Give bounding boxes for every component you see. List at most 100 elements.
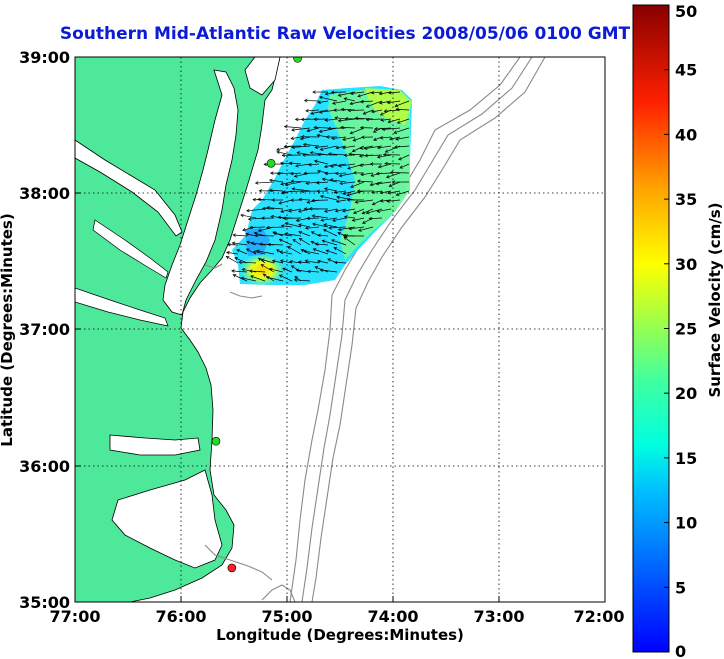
velocity-vector	[360, 100, 374, 103]
velocity-vector	[231, 270, 248, 273]
velocity-vector	[279, 239, 293, 246]
velocity-vector-head	[378, 91, 383, 96]
velocity-vector	[317, 100, 329, 103]
velocity-vector-head	[365, 117, 370, 122]
velocity-vector-head	[331, 136, 335, 141]
grid-lines	[75, 57, 605, 602]
velocity-vector-head	[376, 155, 381, 159]
velocity-vector-head	[269, 267, 273, 272]
velocity-vector-head	[331, 239, 335, 243]
james-river	[75, 287, 169, 327]
velocity-vector-head	[379, 190, 384, 195]
y-axis-label: Latitude (Degrees:Minutes)	[0, 213, 16, 446]
velocity-vector	[300, 136, 311, 140]
velocity-vector-head	[347, 108, 352, 113]
velocity-vector-head	[337, 232, 341, 236]
velocity-vector-head	[267, 242, 271, 247]
velocity-vector	[342, 145, 356, 149]
velocity-vector	[331, 136, 347, 139]
velocity-vector	[387, 100, 401, 104]
velocity-vector-head	[276, 150, 280, 155]
velocity-vector	[371, 109, 383, 113]
velocity-vector	[236, 249, 248, 255]
colorbar-tick-label: 10	[675, 514, 697, 533]
velocity-vector	[396, 108, 410, 111]
velocity-vector-head	[312, 248, 317, 252]
velocity-vector-head	[311, 214, 316, 218]
velocity-vector	[324, 208, 338, 212]
velocity-vector-head	[319, 194, 324, 199]
radar-station-marker	[227, 563, 237, 573]
velocity-vector-head	[337, 93, 342, 97]
velocity-vector-head	[395, 192, 400, 196]
velocity-vector	[298, 208, 311, 212]
velocity-vector-head	[361, 135, 365, 139]
velocity-vector	[233, 234, 248, 237]
velocity-vector	[386, 199, 401, 202]
velocity-vector	[297, 152, 311, 156]
velocity-vector	[282, 190, 302, 193]
velocity-vector-head	[329, 178, 334, 182]
velocity-vector	[377, 154, 392, 158]
pamlico-sound	[111, 469, 223, 569]
velocity-vector-head	[372, 129, 377, 133]
velocity-vector-head	[231, 241, 236, 245]
velocity-vector-head	[247, 217, 252, 221]
velocity-vector-head	[353, 210, 357, 214]
velocity-vector	[364, 145, 383, 149]
velocity-vector-head	[281, 153, 286, 158]
velocity-vector-head	[245, 248, 250, 252]
velocity-vector	[287, 246, 302, 255]
velocity-vector	[269, 268, 284, 273]
velocity-vector-head	[324, 92, 329, 96]
velocity-vector	[299, 199, 311, 201]
velocity-vector-head	[301, 153, 306, 157]
velocity-vector-head	[338, 164, 342, 168]
velocity-vector-head	[356, 179, 361, 183]
velocity-vector-head	[279, 250, 283, 254]
velocity-vector-head	[304, 259, 309, 263]
velocity-vector	[314, 160, 329, 165]
velocity-vector-head	[324, 209, 328, 213]
velocity-vector-head	[295, 218, 300, 222]
velocity-vector-head	[313, 159, 318, 164]
velocity-vector-head	[317, 233, 321, 238]
velocity-vector	[323, 224, 338, 228]
velocity-vector-head	[370, 90, 375, 95]
velocity-vector-head	[374, 127, 378, 131]
velocity-vector	[358, 226, 374, 232]
velocity-vector-head	[313, 125, 317, 130]
velocity-vector	[319, 96, 338, 102]
velocity-vector-head	[343, 97, 348, 101]
velocity-vector	[342, 208, 356, 212]
velocity-vector-head	[262, 273, 267, 277]
velocity-vector	[357, 180, 374, 183]
velocity-vector	[395, 136, 410, 140]
plot-area	[74, 56, 606, 603]
velocity-vector	[250, 275, 266, 282]
velocity-vector-head	[254, 233, 259, 238]
velocity-vector-head	[257, 228, 262, 233]
colorbar-label: Surface Velocity (cm/s)	[706, 202, 724, 397]
velocity-vector	[377, 145, 392, 149]
velocity-vector	[388, 91, 401, 94]
velocity-vector	[285, 222, 302, 228]
velocity-vector-head	[325, 135, 330, 139]
map-title: Southern Mid-Atlantic Raw Velocities 200…	[60, 24, 631, 44]
velocity-vector	[311, 199, 329, 201]
velocity-vector	[279, 274, 293, 282]
velocity-vector-head	[322, 229, 327, 233]
velocity-vector	[305, 109, 320, 112]
velocity-vector-head	[349, 131, 354, 135]
velocity-vector	[312, 223, 329, 228]
velocity-vector-head	[386, 199, 390, 203]
velocity-vector	[261, 259, 275, 264]
velocity-vector-head	[333, 260, 338, 265]
bathymetry-contours	[204, 57, 546, 602]
velocity-vector-head	[314, 266, 319, 270]
velocity-vector	[323, 229, 338, 237]
velocity-vector-head	[287, 246, 291, 250]
velocity-vector-head	[378, 101, 383, 105]
colorbar-tick-label: 25	[675, 320, 697, 339]
velocity-vector-head	[289, 259, 293, 264]
